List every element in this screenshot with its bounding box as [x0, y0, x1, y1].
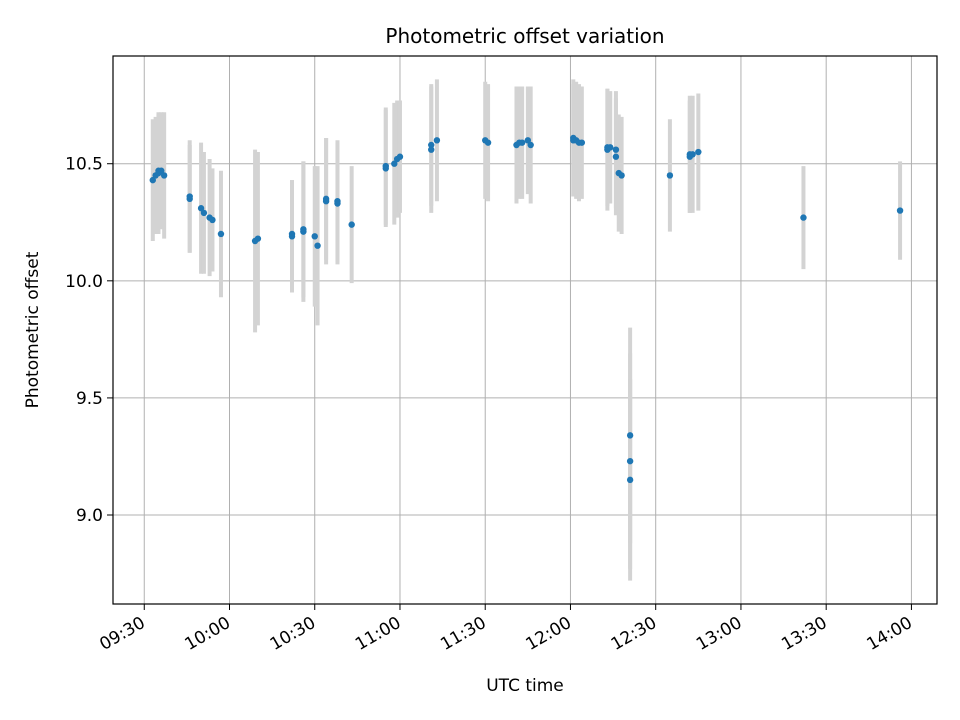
data-point [197, 205, 205, 212]
data-point [348, 221, 355, 228]
data-point [396, 153, 404, 160]
data-points [149, 134, 904, 484]
data-point [322, 195, 330, 203]
data-point [300, 226, 307, 233]
data-point [334, 200, 341, 207]
grid [113, 56, 937, 604]
data-point [800, 214, 807, 221]
data-point [186, 193, 193, 200]
data-point [254, 235, 262, 242]
y-axis-ticks: 9.0 9.5 10.0 10.5 [65, 155, 113, 526]
y-tick-label: 10.5 [65, 155, 103, 175]
data-point [527, 141, 534, 149]
data-point [578, 139, 586, 146]
x-axis-label: UTC time [486, 676, 564, 696]
y-axis-label: Photometric offset [23, 251, 43, 408]
y-tick-label: 10.0 [65, 272, 103, 292]
data-point [626, 476, 634, 484]
data-point [612, 146, 620, 153]
data-point [518, 139, 526, 146]
y-tick-label: 9.5 [76, 389, 103, 409]
data-point [382, 165, 389, 172]
data-point [200, 209, 208, 217]
data-point [391, 160, 398, 167]
data-point [612, 153, 620, 160]
data-point [428, 146, 435, 153]
data-point [428, 141, 435, 149]
data-point [484, 139, 492, 146]
y-tick-label: 9.0 [76, 506, 103, 526]
data-point [314, 242, 321, 249]
data-point [433, 137, 441, 144]
data-point [149, 176, 156, 184]
data-point [695, 148, 702, 156]
data-point [689, 151, 696, 158]
plot-frame [112, 55, 938, 605]
data-point [626, 432, 634, 439]
data-point [209, 216, 216, 224]
data-point [524, 137, 532, 144]
data-point [311, 233, 318, 240]
data-point [607, 144, 614, 151]
data-point [896, 207, 904, 214]
data-point [158, 167, 165, 174]
data-point [160, 172, 168, 179]
data-point [626, 457, 634, 465]
chart-title: Photometric offset variation [385, 24, 664, 48]
data-point [618, 172, 625, 179]
data-point [217, 230, 225, 238]
data-point [288, 233, 296, 240]
data-point [666, 172, 674, 179]
